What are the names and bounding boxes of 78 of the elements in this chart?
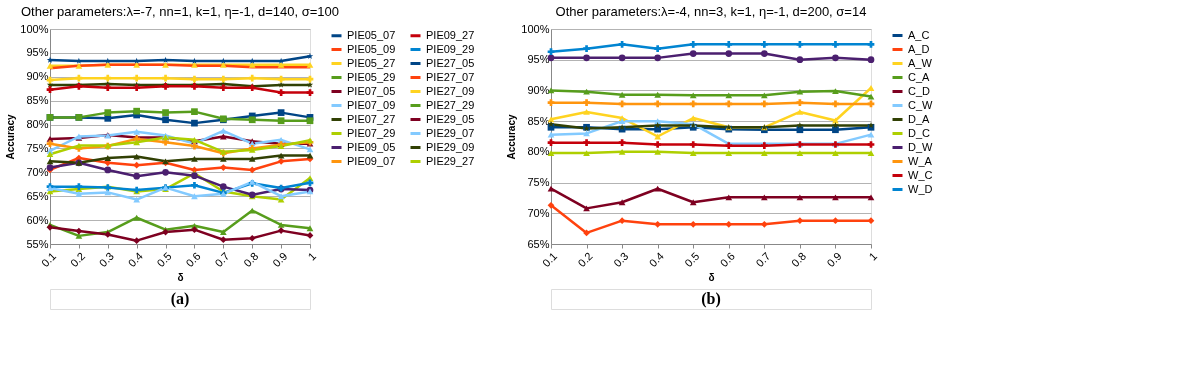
legend-label: PIE05_07 xyxy=(347,28,396,41)
x-tick-label: 0.7 xyxy=(212,249,232,270)
x-tick-label: 0.6 xyxy=(717,249,738,270)
x-tick-label: 0.8 xyxy=(241,249,261,270)
legend-label: D_W xyxy=(908,140,934,153)
legend-label: PIE29_05 xyxy=(426,112,475,125)
legend-label: PIE05_29 xyxy=(347,70,396,83)
legend-label: C_A xyxy=(908,70,931,83)
legend-label: PIE29_09 xyxy=(426,140,475,153)
y-tick-label: 85% xyxy=(527,114,550,127)
x-tick-label: 1 xyxy=(305,249,319,263)
y-tick-label: 75% xyxy=(527,176,550,189)
x-tick-label: 0.9 xyxy=(824,249,844,270)
legend-label: PIE09_27 xyxy=(426,28,475,41)
y-tick-label: 65% xyxy=(26,189,49,202)
y-tick-label: 90% xyxy=(26,70,49,83)
y-tick-label: 65% xyxy=(527,237,550,250)
legend-label: PIE27_29 xyxy=(426,98,475,111)
y-tick-label: 60% xyxy=(26,213,49,226)
legend-label: PIE27_07 xyxy=(426,70,475,83)
y-tick-label: 100% xyxy=(20,22,49,35)
legend-label: W_D xyxy=(908,182,933,195)
x-tick-label: 0.3 xyxy=(96,249,117,270)
legend-label: PIE07_05 xyxy=(347,84,396,97)
legend-label: PIE07_27 xyxy=(347,112,396,125)
legend-label: W_C xyxy=(908,168,933,181)
y-tick-label: 95% xyxy=(527,53,550,66)
legend-label: PIE07_29 xyxy=(347,126,396,139)
y-axis-title: Accuracy xyxy=(5,114,17,160)
y-tick-label: 75% xyxy=(26,141,49,154)
legend-label: C_D xyxy=(908,84,931,97)
x-axis-title: δ xyxy=(708,272,715,284)
legend-label: A_W xyxy=(908,56,933,69)
y-tick-label: 70% xyxy=(527,206,550,219)
x-tick-label: 0.1 xyxy=(38,249,59,270)
y-tick-label: 80% xyxy=(26,118,49,131)
text: (b) xyxy=(701,290,721,308)
y-tick-label: 90% xyxy=(527,83,550,96)
x-tick-label: 0.3 xyxy=(611,249,631,270)
x-tick-label: 0.5 xyxy=(682,249,702,270)
legend-label: PIE09_05 xyxy=(347,140,396,153)
x-tick-label: 0.2 xyxy=(67,249,88,270)
legend-label: PIE09_29 xyxy=(426,42,475,55)
x-tick-label: 0.1 xyxy=(539,249,560,270)
legend-label: A_D xyxy=(908,42,930,55)
legend-label: PIE05_09 xyxy=(347,42,396,55)
y-axis-title: Accuracy xyxy=(506,114,518,160)
legend-label: PIE05_27 xyxy=(347,56,396,69)
y-tick-label: 55% xyxy=(26,237,49,250)
x-axis-title: δ xyxy=(177,272,184,284)
text: (a) xyxy=(170,290,190,308)
y-tick-label: 80% xyxy=(527,145,550,158)
chart-title: Other parameters:λ=-4, nn=3, k=1, η=-1, d=200, σ=14 xyxy=(555,4,867,19)
legend-label: PIE29_27 xyxy=(426,154,475,167)
x-tick-label: 0.4 xyxy=(646,249,666,270)
legend-label: PIE27_09 xyxy=(426,84,475,97)
x-tick-label: 1 xyxy=(866,249,880,263)
x-tick-label: 0.2 xyxy=(575,249,595,270)
x-tick-label: 0.6 xyxy=(183,249,203,270)
legend-label: PIE09_07 xyxy=(347,154,396,167)
y-tick-label: 85% xyxy=(26,94,49,107)
legend-label: C_W xyxy=(908,98,934,111)
y-tick-label: 95% xyxy=(26,46,49,59)
x-tick-label: 0.7 xyxy=(753,249,773,270)
legend-label: PIE27_05 xyxy=(426,56,475,69)
y-tick-label: 100% xyxy=(521,22,550,35)
y-tick-label: 70% xyxy=(26,165,49,178)
legend-label: D_A xyxy=(908,112,931,125)
x-tick-label: 0.5 xyxy=(154,249,174,270)
legend-label: PIE29_07 xyxy=(426,126,475,139)
legend-label: D_C xyxy=(908,126,931,139)
legend-label: A_C xyxy=(908,28,930,41)
x-tick-label: 0.4 xyxy=(125,249,145,270)
chart-title: Other parameters:λ=-7, nn=1, k=1, η=-1, d=140, σ=100 xyxy=(20,4,340,19)
legend-label: PIE07_09 xyxy=(347,98,396,111)
legend-label: W_A xyxy=(908,154,933,167)
x-tick-label: 0.8 xyxy=(788,249,809,270)
x-tick-label: 0.9 xyxy=(270,249,290,270)
